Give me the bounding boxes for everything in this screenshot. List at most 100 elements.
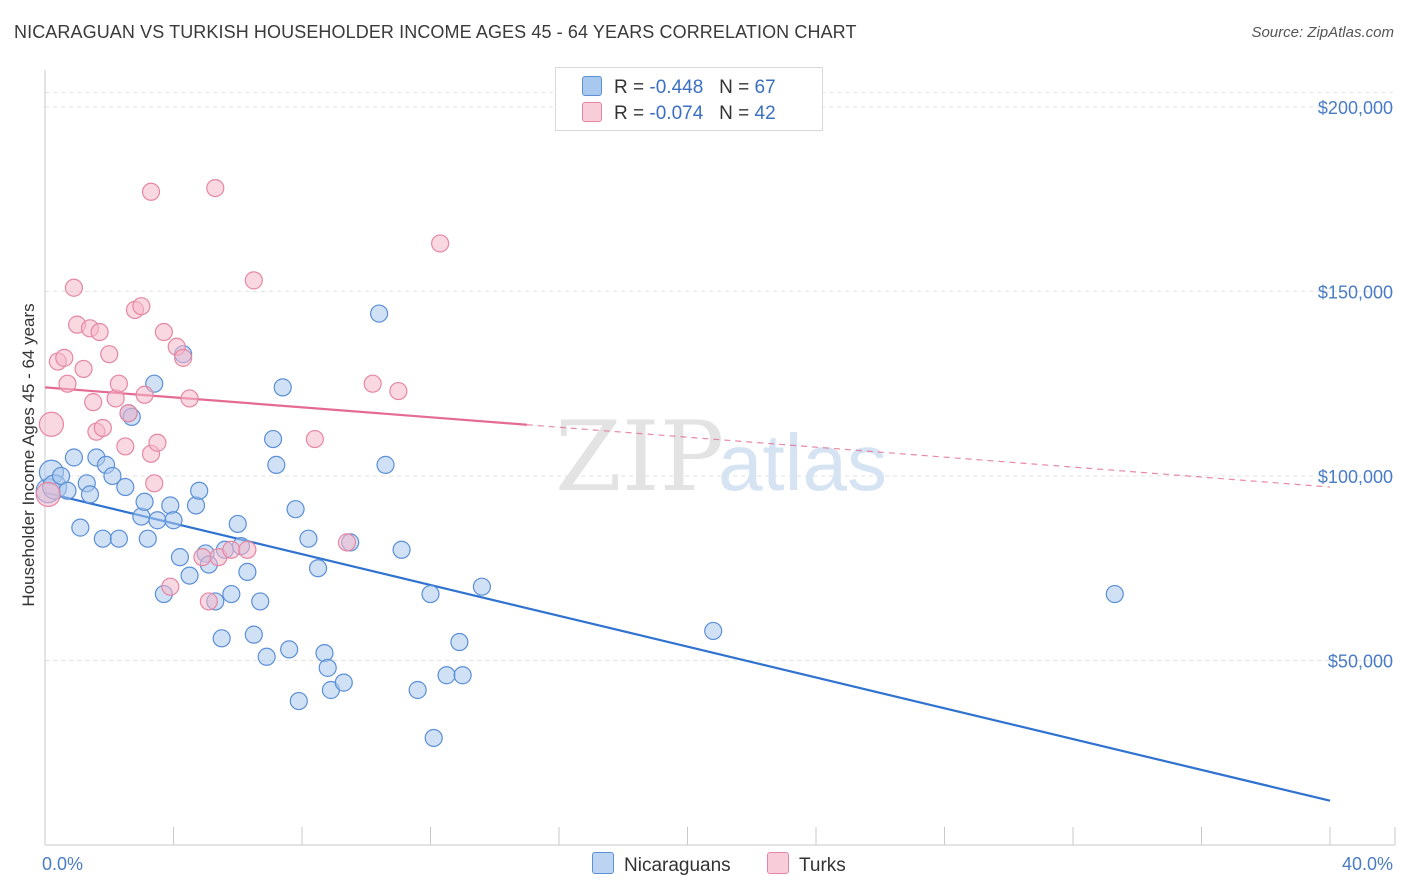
legend-swatch-turks — [582, 102, 602, 122]
point-nicaraguans — [421, 584, 440, 604]
point-nicaraguans — [280, 640, 299, 659]
point-nicaraguans — [392, 540, 411, 559]
legend-row-turks: R = -0.074 N = 42 — [582, 102, 776, 126]
point-turks — [93, 418, 112, 438]
point-turks — [141, 182, 161, 201]
point-nicaraguans — [437, 666, 456, 685]
point-turks — [180, 389, 199, 408]
trend-line-nicaraguans — [44, 491, 1331, 802]
watermark: ZIP atlas — [555, 401, 887, 513]
point-nicaraguans — [161, 496, 180, 515]
point-turks — [74, 359, 93, 379]
watermark-atlas: atlas — [718, 418, 887, 507]
point-turks — [64, 278, 84, 297]
point-nicaraguans — [244, 625, 263, 644]
legend-swatch-nicaraguans — [582, 76, 602, 96]
point-turks — [145, 474, 164, 493]
point-nicaraguans — [257, 647, 276, 666]
point-nicaraguans — [334, 673, 353, 692]
point-nicaraguans — [267, 455, 286, 474]
point-nicaraguans — [289, 691, 308, 711]
point-turks — [222, 540, 241, 559]
point-turks — [193, 548, 212, 567]
point-turks — [35, 481, 61, 508]
y-tick-label: $150,000 — [1318, 282, 1393, 302]
legend-r-label: R = — [614, 77, 645, 98]
point-nicaraguans — [424, 728, 443, 748]
point-turks — [90, 322, 109, 342]
point-turks — [154, 322, 173, 342]
point-turks — [244, 271, 263, 290]
point-nicaraguans — [453, 666, 472, 685]
point-turks — [206, 178, 225, 198]
legend-n-value: 67 — [754, 77, 776, 98]
source-label: Source: ZipAtlas.com — [1251, 24, 1394, 41]
point-nicaraguans — [116, 477, 135, 497]
point-turks — [305, 429, 324, 449]
point-nicaraguans — [308, 559, 328, 578]
point-turks — [389, 381, 408, 401]
point-nicaraguans — [228, 514, 247, 534]
point-turks — [161, 577, 180, 596]
correlation-legend: R = -0.448 N = 67 R = -0.074 N = 42 — [555, 67, 823, 131]
point-nicaraguans — [135, 492, 154, 511]
y-tick-label: $200,000 — [1318, 98, 1393, 118]
point-nicaraguans — [93, 529, 112, 548]
point-turks — [116, 437, 135, 456]
point-turks — [132, 297, 151, 316]
tick-labels: $50,000 $100,000 $150,000 $200,000 0.0% 40.0% — [42, 98, 1393, 874]
point-turks — [174, 348, 193, 367]
point-nicaraguans — [408, 680, 427, 700]
chart-title: NICARAGUAN VS TURKISH HOUSEHOLDER INCOME… — [14, 22, 857, 42]
point-turks — [55, 348, 74, 367]
x-tick-label-start: 0.0% — [42, 854, 83, 874]
point-turks — [199, 592, 218, 611]
point-nicaraguans — [318, 658, 337, 677]
point-nicaraguans — [71, 518, 90, 537]
point-nicaraguans — [450, 632, 469, 652]
trend-line-dashed-turks — [526, 424, 1331, 488]
point-turks — [58, 374, 77, 393]
point-nicaraguans — [299, 529, 318, 548]
point-nicaraguans — [148, 511, 167, 530]
point-nicaraguans — [212, 629, 231, 648]
point-nicaraguans — [64, 448, 84, 467]
x-tick-label-end: 40.0% — [1342, 854, 1393, 874]
y-tick-label: $50,000 — [1328, 651, 1393, 671]
point-turks — [135, 385, 154, 404]
point-nicaraguans — [132, 507, 151, 526]
point-nicaraguans — [376, 455, 395, 474]
point-nicaraguans — [238, 562, 257, 582]
point-nicaraguans — [472, 577, 491, 596]
bottom-legend-swatch-nicaraguans — [592, 852, 614, 874]
legend-r-label: R = — [614, 103, 645, 124]
point-turks — [337, 533, 357, 552]
point-turks — [238, 540, 257, 559]
point-turks — [363, 374, 382, 393]
point-turks — [431, 234, 450, 253]
point-nicaraguans — [164, 511, 183, 530]
point-nicaraguans — [138, 529, 157, 548]
point-nicaraguans — [315, 643, 334, 663]
point-nicaraguans — [180, 566, 199, 585]
point-nicaraguans — [370, 304, 389, 323]
bottom-legend-label: Nicaraguans — [624, 855, 731, 876]
point-nicaraguans — [190, 481, 209, 500]
watermark-zip: ZIP — [555, 401, 724, 513]
legend-r-value: -0.448 — [649, 77, 704, 98]
bottom-legend-label: Turks — [799, 855, 846, 876]
point-nicaraguans — [170, 548, 190, 567]
point-nicaraguans — [1105, 584, 1124, 604]
y-tick-label: $100,000 — [1318, 467, 1393, 487]
legend-r-value: -0.074 — [649, 103, 704, 124]
point-nicaraguans — [103, 466, 122, 486]
point-turks — [119, 404, 138, 423]
point-nicaraguans — [263, 429, 283, 449]
point-nicaraguans — [186, 496, 206, 515]
y-axis-label: Householder Income Ages 45 - 64 years — [19, 303, 38, 606]
point-turks — [109, 374, 128, 393]
point-nicaraguans — [222, 584, 241, 604]
legend-row-nicaraguans: R = -0.448 N = 67 — [582, 76, 776, 100]
point-nicaraguans — [80, 485, 100, 504]
point-nicaraguans — [109, 529, 128, 548]
